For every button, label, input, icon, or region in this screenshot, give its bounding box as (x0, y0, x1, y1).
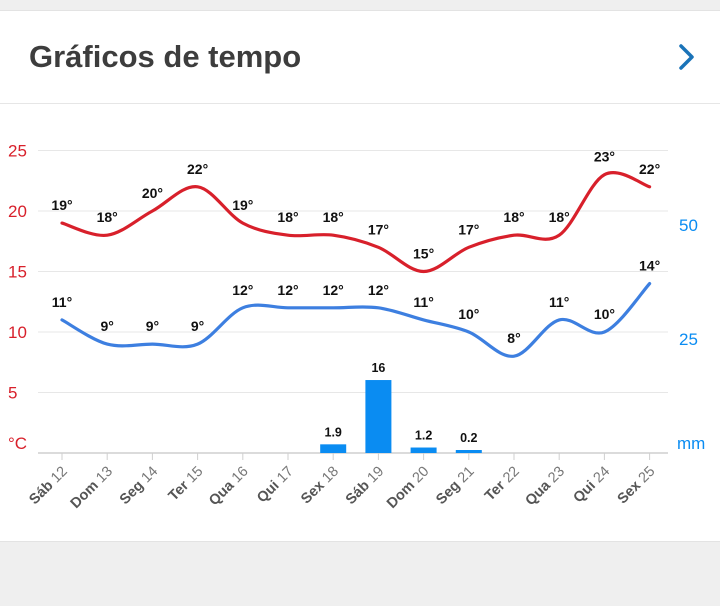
x-tick-label: Qua 23 (523, 464, 569, 510)
max-temp-value-label: 22° (639, 161, 660, 177)
precip-value-label: 0.2 (460, 431, 477, 445)
min-temp-value-label: 12° (368, 282, 389, 298)
temp-tick-label: 5 (8, 384, 17, 403)
x-tick-label: Qui 17 (254, 464, 297, 507)
precip-bar (320, 444, 347, 453)
max-temp-value-label: 18° (549, 209, 570, 225)
weather-chart: 25 20 15 10 5 °C 50 25 mm 1.9 16 1.2 0.2 19° 18° 20° 22°… (8, 142, 705, 512)
x-tick-label: Ter 15 (166, 464, 207, 505)
min-temp-value-label: 9° (146, 318, 159, 334)
precip-value-label: 1.2 (415, 429, 432, 443)
min-temp-value-label: 12° (277, 282, 298, 298)
min-temp-value-label: 11° (413, 294, 433, 310)
max-temp-value-label: 17° (368, 221, 389, 237)
x-tick-label: Ter 22 (482, 464, 523, 505)
temp-tick-label: 10 (8, 323, 27, 342)
min-temp-value-label: 12° (323, 282, 344, 298)
precip-tick-label: 25 (679, 330, 698, 349)
x-tick-label: Seg 21 (433, 464, 477, 508)
max-temp-value-label: 19° (232, 197, 253, 213)
x-tick-label: Sex 25 (615, 464, 659, 508)
min-temp-value-label: 12° (232, 282, 253, 298)
precip-value-label: 1.9 (325, 425, 342, 439)
max-temp-value-label: 18° (323, 209, 344, 225)
precip-unit-label: mm (677, 434, 705, 453)
x-tick-label: Qui 24 (571, 464, 614, 507)
temp-unit-label: °C (8, 434, 27, 453)
temp-tick-label: 15 (8, 263, 27, 282)
max-temp-value-label: 20° (142, 185, 163, 201)
min-temp-value-label: 9° (191, 318, 204, 334)
max-temp-value-label: 18° (97, 209, 118, 225)
precip-tick-label: 50 (679, 216, 698, 235)
precip-bar (365, 380, 392, 453)
max-temp-value-label: 22° (187, 161, 208, 177)
min-temp-value-label: 10° (458, 306, 479, 322)
x-tick-label: Sex 18 (298, 464, 342, 508)
weather-charts-card: Gráficos de tempo 25 20 15 10 5 °C 50 25 mm 1.9 16… (0, 10, 720, 542)
max-temp-value-label: 17° (458, 221, 479, 237)
min-temp-value-label: 14° (639, 258, 660, 274)
page-title: Gráficos de tempo (29, 39, 302, 74)
chevron-right-icon[interactable] (668, 39, 704, 75)
max-temp-value-label: 18° (503, 209, 524, 225)
min-temp-value-label: 8° (507, 330, 520, 346)
min-temp-value-label: 9° (101, 318, 114, 334)
x-tick-label: Sáb 12 (26, 464, 70, 508)
max-temp-line (60, 171, 652, 274)
x-tick-label: Qua 16 (206, 464, 252, 510)
temp-tick-label: 20 (8, 202, 27, 221)
max-temp-value-label: 15° (413, 246, 434, 262)
precip-bar (455, 450, 482, 453)
precip-value-label: 16 (371, 361, 385, 375)
min-temp-value-label: 11° (52, 294, 72, 310)
precip-bar (410, 447, 437, 453)
x-tick-label: Dom 20 (384, 464, 432, 512)
x-tick-label: Sáb 19 (343, 464, 387, 508)
temp-tick-label: 25 (8, 142, 27, 161)
min-temp-value-label: 10° (594, 306, 615, 322)
x-tick-label: Seg 14 (117, 464, 161, 508)
card-header[interactable]: Gráficos de tempo (0, 11, 720, 104)
max-temp-value-label: 18° (277, 209, 298, 225)
max-temp-value-label: 19° (51, 197, 72, 213)
min-temp-line (60, 282, 652, 358)
x-tick-label: Dom 13 (68, 464, 116, 512)
max-temp-value-label: 23° (594, 149, 615, 165)
min-temp-value-label: 11° (549, 294, 569, 310)
